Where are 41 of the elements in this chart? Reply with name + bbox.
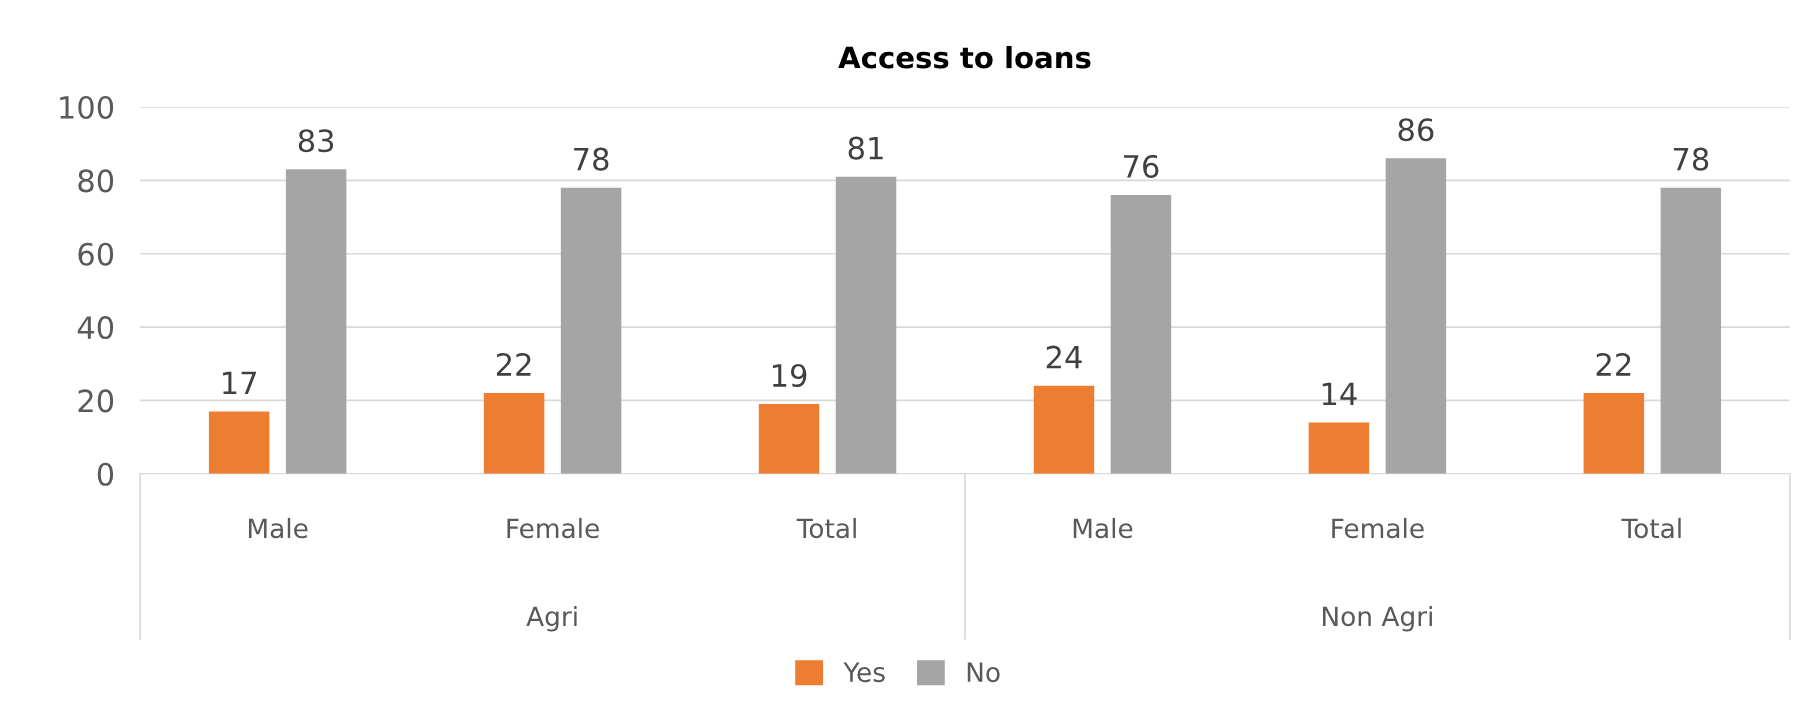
y-tick-label: 60 <box>78 242 114 266</box>
bar <box>1660 187 1722 474</box>
data-label: 19 <box>772 363 807 388</box>
bar <box>1308 422 1370 474</box>
bar <box>483 393 545 474</box>
y-tick-label: 40 <box>77 316 114 340</box>
y-tick-label: 20 <box>78 389 114 413</box>
data-label: 14 <box>1322 382 1357 405</box>
text: Non Agri <box>1323 605 1432 632</box>
bar <box>1110 195 1172 474</box>
data-label: 22 <box>1596 352 1631 376</box>
data-label: 24 <box>1046 345 1082 369</box>
data-label: 22 <box>496 352 531 376</box>
data-label: 83 <box>298 129 334 153</box>
legend-label: No <box>967 662 1000 683</box>
bar <box>758 404 820 474</box>
text: Agri <box>526 605 577 632</box>
legend-label: Yes <box>843 662 885 683</box>
data-label: 86 <box>1398 118 1434 142</box>
data-label: 81 <box>848 136 883 160</box>
x-tick-label: Female <box>507 517 599 539</box>
data-label: 17 <box>223 371 256 394</box>
bar <box>208 411 270 474</box>
data-label: 78 <box>574 147 609 171</box>
bar <box>285 169 347 474</box>
x-tick-label: Female <box>1332 517 1424 539</box>
bar <box>1583 393 1645 474</box>
bar <box>560 187 622 474</box>
y-tick-label: 80 <box>78 169 114 193</box>
x-tick-label: Male <box>248 517 308 539</box>
y-tick-label: 0 <box>97 462 114 486</box>
data-label: 76 <box>1124 154 1159 178</box>
bar <box>1385 158 1447 474</box>
data-label: 78 <box>1673 147 1709 171</box>
y-tick-label: 100 <box>60 95 114 120</box>
chart-title: Access to loans <box>838 45 1091 69</box>
bar <box>835 176 897 474</box>
x-tick-label: Total <box>796 517 856 539</box>
x-tick-label: Total <box>1621 517 1681 539</box>
bar <box>1033 385 1095 474</box>
x-tick-label: Male <box>1073 517 1133 539</box>
